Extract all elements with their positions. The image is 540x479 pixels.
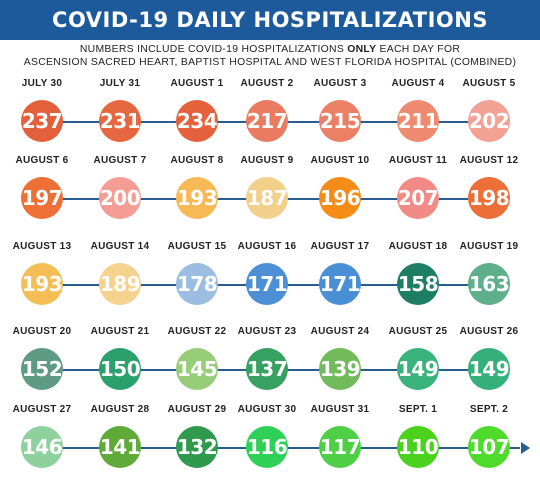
day-date: AUGUST 25 [388, 326, 448, 337]
day-date: AUGUST 30 [237, 404, 297, 415]
hospitalization-count: 137 [246, 348, 288, 390]
day-date: AUGUST 12 [459, 155, 519, 166]
hospitalization-count: 197 [21, 177, 63, 219]
header-banner: COVID-19 DAILY HOSPITALIZATIONS [0, 0, 540, 40]
day-date: AUGUST 15 [167, 241, 227, 252]
hospitalization-count: 193 [21, 263, 63, 305]
day-date: AUGUST 8 [170, 155, 224, 166]
day-date: AUGUST 23 [237, 326, 297, 337]
hospitalization-count: 107 [468, 426, 510, 468]
hospitalization-count: 141 [99, 426, 141, 468]
day-date: AUGUST 19 [459, 241, 519, 252]
subtitle: NUMBERS INCLUDE COVID-19 HOSPITALIZATION… [0, 44, 540, 69]
hospitalization-count: 171 [319, 263, 361, 305]
week-row: AUGUST 13 193 AUGUST 14 189 AUGUST 15 178 AUGU… [0, 241, 540, 311]
hospitalization-count: 196 [319, 177, 361, 219]
day-date: AUGUST 7 [93, 155, 147, 166]
day-date: JULY 31 [99, 78, 141, 89]
hospitalization-count: 215 [319, 100, 361, 142]
day-date: AUGUST 9 [240, 155, 294, 166]
day-date: AUGUST 11 [388, 155, 448, 166]
arrowhead-icon [521, 442, 530, 454]
day-date: AUGUST 24 [310, 326, 370, 337]
day-date: AUGUST 27 [12, 404, 72, 415]
week-row: JULY 30 237 JULY 31 231 AUGUST 1 234 AUGUST 2 2… [0, 78, 540, 148]
day-date: JULY 30 [21, 78, 63, 89]
hospitalization-count: 132 [176, 426, 218, 468]
day-date: AUGUST 20 [12, 326, 72, 337]
hospitalization-count: 146 [21, 426, 63, 468]
subtitle-line-1: NUMBERS INCLUDE COVID-19 HOSPITALIZATION… [0, 44, 540, 57]
hospitalization-count: 202 [468, 100, 510, 142]
hospitalization-count: 234 [176, 100, 218, 142]
page-title: COVID-19 DAILY HOSPITALIZATIONS [52, 8, 488, 32]
hospitalization-count: 163 [468, 263, 510, 305]
day-date: AUGUST 6 [15, 155, 69, 166]
day-date: AUGUST 17 [310, 241, 370, 252]
hospitalization-count: 149 [468, 348, 510, 390]
hospitalization-count: 152 [21, 348, 63, 390]
hospitalization-count: 150 [99, 348, 141, 390]
day-date: AUGUST 28 [90, 404, 150, 415]
week-row: AUGUST 20 152 AUGUST 21 150 AUGUST 22 145 AUGU… [0, 326, 540, 396]
day-date: AUGUST 29 [167, 404, 227, 415]
hospitalization-count: 211 [397, 100, 439, 142]
day-date: AUGUST 16 [237, 241, 297, 252]
day-date: SEPT. 1 [398, 404, 438, 415]
subtitle-line-1-pre: NUMBERS INCLUDE COVID-19 HOSPITALIZATION… [79, 44, 348, 55]
day-date: AUGUST 14 [90, 241, 150, 252]
hospitalization-count: 171 [246, 263, 288, 305]
hospitalization-count: 110 [397, 426, 439, 468]
week-row: AUGUST 27 146 AUGUST 28 141 AUGUST 29 132 AUGU… [0, 404, 540, 474]
day-date: SEPT. 2 [469, 404, 509, 415]
hospitalization-count: 149 [397, 348, 439, 390]
week-row: AUGUST 6 197 AUGUST 7 200 AUGUST 8 193 AUGUST … [0, 155, 540, 225]
subtitle-emphasis: ONLY [347, 44, 377, 55]
hospitalization-count: 207 [397, 177, 439, 219]
day-date: AUGUST 2 [240, 78, 294, 89]
day-date: AUGUST 10 [310, 155, 370, 166]
day-date: AUGUST 4 [391, 78, 445, 89]
hospitalization-count: 200 [99, 177, 141, 219]
hospitalization-count: 231 [99, 100, 141, 142]
day-date: AUGUST 22 [167, 326, 227, 337]
day-date: AUGUST 26 [459, 326, 519, 337]
day-date: AUGUST 18 [388, 241, 448, 252]
hospitalization-count: 217 [246, 100, 288, 142]
hospitalization-count: 193 [176, 177, 218, 219]
hospitalization-count: 158 [397, 263, 439, 305]
hospitalization-count: 237 [21, 100, 63, 142]
day-date: AUGUST 31 [310, 404, 370, 415]
hospitalization-count: 187 [246, 177, 288, 219]
hospitalization-count: 117 [319, 426, 361, 468]
hospitalization-count: 198 [468, 177, 510, 219]
hospitalization-count: 116 [246, 426, 288, 468]
day-date: AUGUST 13 [12, 241, 72, 252]
hospitalization-count: 189 [99, 263, 141, 305]
day-date: AUGUST 21 [90, 326, 150, 337]
day-date: AUGUST 3 [313, 78, 367, 89]
day-date: AUGUST 1 [170, 78, 224, 89]
hospitalization-count: 139 [319, 348, 361, 390]
hospitalization-count: 145 [176, 348, 218, 390]
hospitalization-count: 178 [176, 263, 218, 305]
subtitle-line-2: ASCENSION SACRED HEART, BAPTIST HOSPITAL… [23, 56, 517, 68]
day-date: AUGUST 5 [462, 78, 516, 89]
subtitle-line-1-post: EACH DAY FOR [376, 44, 461, 55]
